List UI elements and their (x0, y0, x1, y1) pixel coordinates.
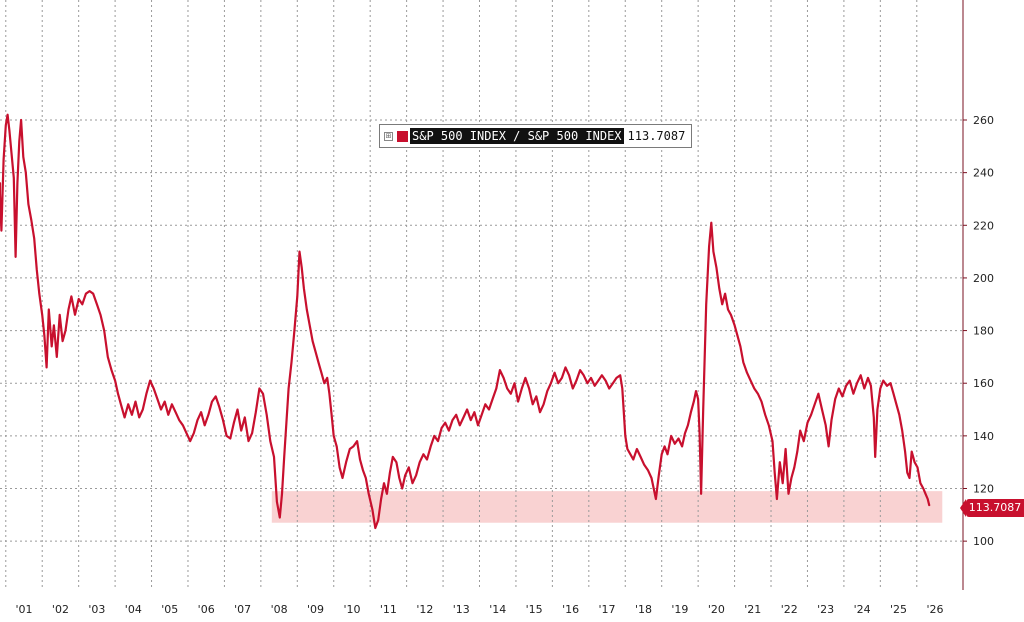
x-tick-label: '18 (635, 603, 652, 616)
y-tick-label: 120 (973, 483, 994, 496)
x-tick-label: '26 (926, 603, 943, 616)
y-tick-label: 180 (973, 325, 994, 338)
x-tick-label: '05 (161, 603, 178, 616)
x-tick-label: '09 (307, 603, 324, 616)
x-tick-label: '01 (15, 603, 32, 616)
x-tick-label: '15 (526, 603, 543, 616)
y-tick-label: 240 (973, 167, 994, 180)
legend-series-name: S&P 500 INDEX / S&P 500 INDEX (410, 128, 624, 144)
y-tick-label: 220 (973, 219, 994, 232)
y-tick-label: 140 (973, 430, 994, 443)
x-tick-label: '19 (671, 603, 688, 616)
x-tick-label: '20 (708, 603, 725, 616)
x-tick-label: '13 (453, 603, 470, 616)
x-tick-label: '24 (854, 603, 871, 616)
x-tick-label: '25 (890, 603, 907, 616)
y-tick-label: 260 (973, 114, 994, 127)
y-tick-label: 100 (973, 535, 994, 548)
x-tick-label: '23 (817, 603, 834, 616)
x-tick-label: '03 (88, 603, 105, 616)
x-tick-label: '17 (599, 603, 616, 616)
expand-icon[interactable]: ⊞ (384, 131, 393, 141)
shaded-band (271, 491, 943, 523)
x-tick-label: '12 (416, 603, 433, 616)
x-tick-label: '07 (234, 603, 251, 616)
y-tick-label: 160 (973, 377, 994, 390)
x-tick-label: '04 (125, 603, 142, 616)
series-line (0, 113, 931, 530)
legend: ⊞ S&P 500 INDEX / S&P 500 INDEX 113.7087 (379, 124, 693, 148)
x-tick-label: '14 (489, 603, 506, 616)
x-tick-label: '08 (271, 603, 288, 616)
x-tick-label: '22 (781, 603, 798, 616)
last-value-tag: 113.7087 (960, 499, 1024, 517)
legend-swatch (397, 130, 408, 142)
x-tick-label: '02 (52, 603, 69, 616)
x-tick-label: '10 (343, 603, 360, 616)
x-tick-label: '21 (744, 603, 761, 616)
x-tick-label: '16 (562, 603, 579, 616)
x-tick-label: '06 (198, 603, 215, 616)
x-tick-label: '11 (380, 603, 397, 616)
legend-series-value: 113.7087 (627, 129, 686, 143)
y-tick-label: 200 (973, 272, 994, 285)
